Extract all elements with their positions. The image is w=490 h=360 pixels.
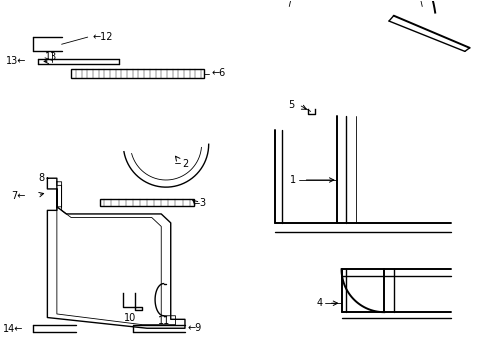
Text: 14←: 14←: [3, 324, 24, 334]
Text: 3: 3: [199, 198, 205, 207]
Text: 1: 1: [291, 175, 296, 185]
Text: 13: 13: [45, 52, 57, 62]
Text: 8: 8: [38, 173, 44, 183]
Text: 5: 5: [288, 100, 294, 110]
Text: 10: 10: [124, 313, 137, 323]
Text: 7←: 7←: [12, 191, 26, 201]
Text: 11: 11: [157, 316, 170, 327]
Text: ←6: ←6: [211, 68, 225, 78]
Text: 13←: 13←: [6, 56, 26, 66]
Text: ←9: ←9: [187, 323, 201, 333]
Text: 4: 4: [317, 298, 322, 308]
Text: ←12: ←12: [93, 32, 113, 42]
Text: 2: 2: [183, 159, 189, 169]
